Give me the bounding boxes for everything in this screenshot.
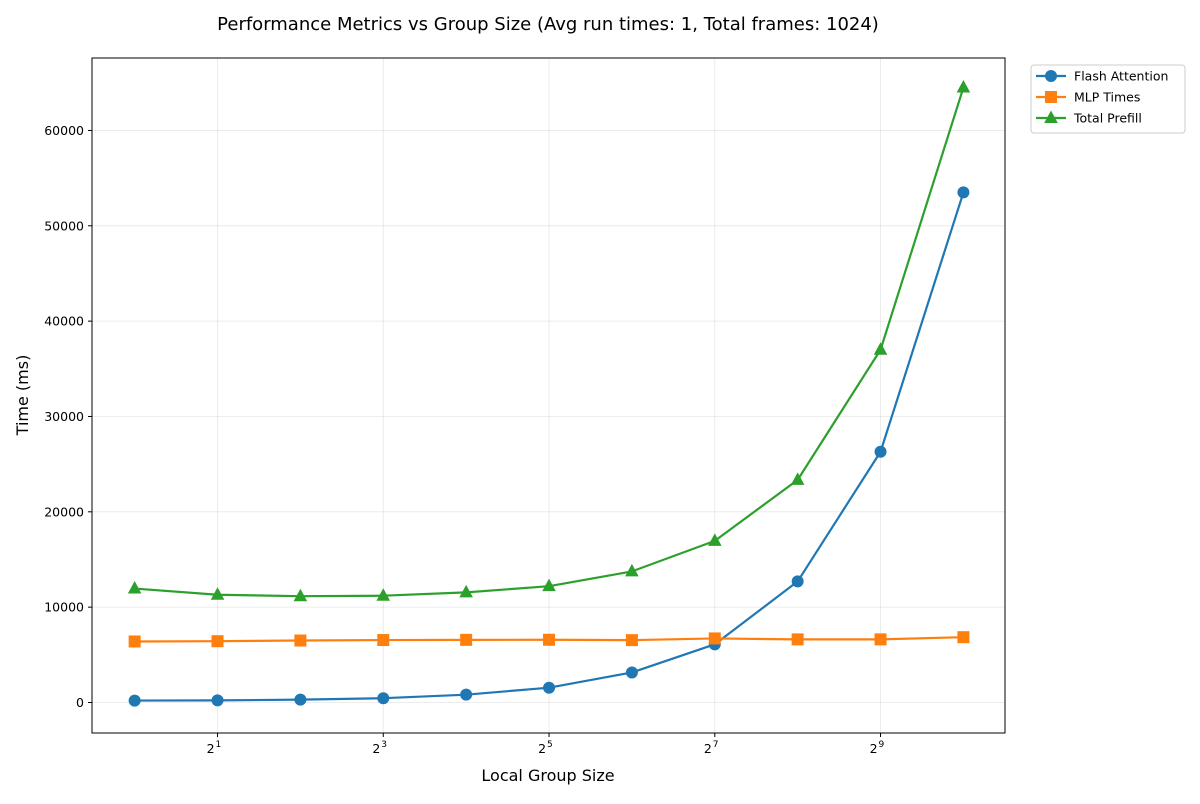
- grid-layer: [92, 58, 1005, 733]
- data-point-total-prefill: [127, 581, 142, 594]
- legend-swatch-marker: [1044, 110, 1058, 123]
- data-point-mlp-times: [708, 632, 721, 645]
- data-point-mlp-times: [128, 635, 141, 648]
- data-point-total-prefill: [459, 584, 473, 598]
- data-point-flash-attention: [625, 666, 638, 679]
- data-point-flash-attention: [377, 692, 390, 705]
- data-point-flash-attention: [957, 186, 970, 199]
- x-tick-exponent: 5: [547, 740, 553, 750]
- data-point-mlp-times: [543, 633, 556, 646]
- legend-swatch-marker: [1045, 70, 1057, 82]
- data-point-total-prefill: [210, 587, 225, 600]
- data-point-total-prefill: [625, 563, 639, 577]
- data-point-total-prefill: [790, 472, 805, 485]
- y-tick-label: 50000: [44, 218, 84, 233]
- data-point-mlp-times: [625, 634, 638, 647]
- data-point-total-prefill: [707, 533, 722, 546]
- data-point-total-prefill: [956, 80, 971, 93]
- chart-title: Performance Metrics vs Group Size (Avg r…: [217, 14, 879, 35]
- data-point-mlp-times: [874, 633, 887, 646]
- legend-swatch-marker: [1045, 91, 1057, 103]
- x-tick-exponent: 7: [713, 740, 719, 750]
- x-tick-exponent: 3: [381, 740, 387, 750]
- x-tick-exponent: 9: [879, 740, 885, 750]
- plot-frame: [91, 57, 1006, 734]
- data-point-flash-attention: [460, 688, 473, 701]
- data-point-mlp-times: [377, 634, 390, 647]
- data-point-mlp-times: [294, 634, 307, 647]
- x-tick-base: 2: [207, 741, 215, 756]
- legend-item-flash-attention: Flash Attention: [1036, 69, 1168, 84]
- data-point-total-prefill: [873, 342, 888, 355]
- legend-label: MLP Times: [1074, 90, 1140, 105]
- data-point-mlp-times: [211, 635, 224, 648]
- series-flash-attention: [128, 186, 970, 707]
- legend-item-mlp-times: MLP Times: [1036, 90, 1140, 105]
- y-tick-label: 0: [76, 695, 84, 710]
- data-point-total-prefill: [293, 588, 308, 602]
- data-point-mlp-times: [460, 633, 473, 646]
- legend-item-total-prefill: Total Prefill: [1036, 110, 1142, 126]
- data-point-total-prefill: [542, 578, 556, 592]
- y-tick-label: 40000: [44, 314, 84, 329]
- legend-frame: [1030, 64, 1186, 134]
- legend-label: Total Prefill: [1073, 111, 1142, 126]
- data-point-flash-attention: [128, 694, 141, 707]
- data-point-flash-attention: [543, 681, 556, 694]
- series-mlp-times: [128, 631, 970, 648]
- x-tick-base: 2: [538, 741, 546, 756]
- data-point-flash-attention: [294, 693, 307, 706]
- series-total-prefill: [127, 80, 971, 602]
- y-axis-label: Time (ms): [13, 355, 32, 437]
- data-point-mlp-times: [957, 631, 970, 644]
- data-point-flash-attention: [211, 694, 224, 707]
- y-tick-label: 20000: [44, 504, 84, 519]
- x-tick-base: 2: [704, 741, 712, 756]
- y-tick-label: 60000: [44, 123, 84, 138]
- data-point-flash-attention: [791, 575, 804, 588]
- x-axis-label: Local Group Size: [481, 766, 614, 785]
- data-point-total-prefill: [376, 588, 391, 601]
- x-tick-base: 2: [372, 741, 380, 756]
- x-tick-base: 2: [870, 741, 878, 756]
- y-tick-label: 30000: [44, 409, 84, 424]
- legend: Flash Attention MLP Times Total Prefill: [1030, 64, 1186, 134]
- x-tick-exponent: 1: [216, 740, 222, 750]
- data-point-flash-attention: [874, 445, 887, 458]
- y-tick-label: 10000: [44, 600, 84, 615]
- legend-label: Flash Attention: [1074, 69, 1168, 84]
- series-layer: [127, 80, 971, 707]
- data-point-mlp-times: [791, 633, 804, 646]
